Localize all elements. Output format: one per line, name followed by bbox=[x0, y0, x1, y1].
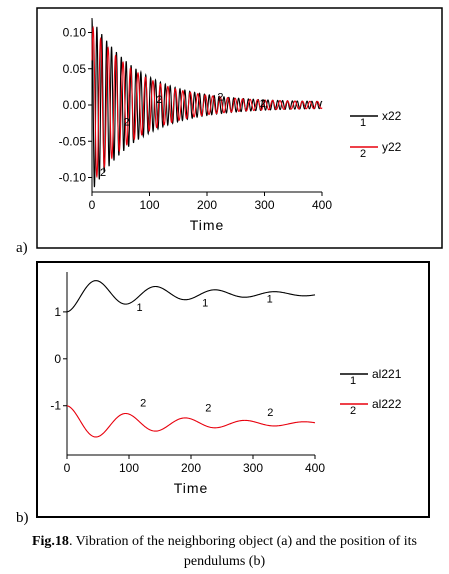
legend-index: 2 bbox=[350, 405, 356, 417]
series-tag: 2 bbox=[205, 402, 211, 414]
y-tick-label: -0.10 bbox=[59, 171, 87, 185]
x-tick-label: 100 bbox=[119, 461, 139, 475]
legend-index: 1 bbox=[360, 117, 366, 129]
series-line-al222 bbox=[66, 405, 316, 438]
x-tick-label: 100 bbox=[139, 198, 159, 212]
panel-b-letter: b) bbox=[16, 510, 29, 526]
y-tick-label: 1 bbox=[54, 305, 61, 319]
y-tick-label: 0 bbox=[54, 352, 61, 366]
legend-label-y22: y22 bbox=[382, 140, 402, 154]
series-line-x22 bbox=[91, 18, 323, 188]
y-tick-label: -1 bbox=[50, 399, 61, 413]
series-tag: 2 bbox=[260, 98, 266, 110]
x-tick-label: 300 bbox=[254, 198, 274, 212]
caption-label: Fig.18 bbox=[31, 534, 69, 549]
series-tag: 1 bbox=[136, 302, 142, 314]
x-axis-title: Time bbox=[190, 217, 225, 233]
series-tag: 2 bbox=[124, 116, 130, 128]
series-tag: 2 bbox=[156, 94, 162, 106]
panel-b-frame bbox=[36, 261, 430, 518]
legend-label-al221: al221 bbox=[372, 367, 402, 381]
x-tick-label: 0 bbox=[64, 461, 71, 475]
legend-label-al222: al222 bbox=[372, 397, 402, 411]
x-tick-label: 200 bbox=[181, 461, 201, 475]
series-line-al221 bbox=[66, 280, 316, 313]
x-axis-title: Time bbox=[174, 480, 209, 496]
y-tick-label: 0.05 bbox=[63, 62, 87, 76]
y-tick-label: 0.00 bbox=[63, 98, 87, 112]
series-tag: 2 bbox=[217, 92, 223, 104]
x-tick-label: 0 bbox=[89, 198, 96, 212]
panel-a-frame bbox=[36, 7, 443, 249]
series-tag: 2 bbox=[100, 167, 106, 179]
caption-text: . Vibration of the neighboring object (a… bbox=[68, 534, 417, 569]
panel-a-plot: 0 100 200 300 400 0.10 0.05 0.00 -0.05 -0.10 Time 2… bbox=[59, 18, 402, 233]
series-tag: 2 bbox=[267, 407, 273, 419]
figure-caption: Fig.18. Vibration of the neighboring obj… bbox=[0, 532, 449, 572]
x-tick-label: 400 bbox=[312, 198, 332, 212]
series-tag: 1 bbox=[267, 294, 273, 306]
x-tick-label: 400 bbox=[305, 461, 325, 475]
x-tick-label: 300 bbox=[243, 461, 263, 475]
panel-b-plot: 0 100 200 300 400 1 0 -1 Time 1 1 1 2 2 2 1 al221 2 al222 bbox=[50, 272, 402, 496]
series-tag: 1 bbox=[202, 297, 208, 309]
y-tick-label: 0.10 bbox=[63, 26, 87, 40]
legend-label-x22: x22 bbox=[382, 109, 402, 123]
legend-index: 1 bbox=[350, 375, 356, 387]
figure-canvas: 0 100 200 300 4000.100.050.00-0.05-0.10Time2… bbox=[16, 7, 443, 526]
panel-a-letter: a) bbox=[16, 240, 28, 256]
series-line-y22 bbox=[91, 25, 323, 179]
legend-index: 2 bbox=[360, 148, 366, 160]
x-tick-label: 200 bbox=[197, 198, 217, 212]
series-tag: 2 bbox=[140, 398, 146, 410]
y-tick-label: -0.05 bbox=[59, 134, 87, 148]
